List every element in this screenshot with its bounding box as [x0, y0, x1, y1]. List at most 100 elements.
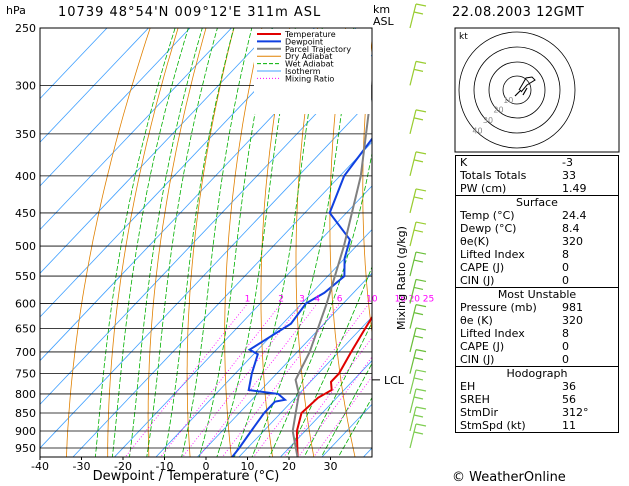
- index-value: -3: [562, 156, 573, 169]
- y-tick-label: 700: [15, 346, 36, 359]
- index-row: θe(K) 320: [456, 235, 619, 248]
- x-tick-label: 10: [241, 460, 255, 473]
- isotherm-line: [40, 97, 372, 449]
- temperature-line: [295, 315, 372, 457]
- asl-label: ASL: [373, 15, 394, 28]
- y-tick-label: 350: [15, 128, 36, 141]
- wind-barb-flag: [413, 196, 424, 200]
- dry-adiabat-line: [362, 36, 372, 336]
- wind-barb-flag: [413, 357, 424, 361]
- hodograph-ring: [502, 75, 532, 105]
- isotherm-line: [155, 228, 372, 457]
- isotherm-line: [72, 141, 372, 457]
- wind-barb-flag: [415, 109, 427, 113]
- hodograph-ring: [458, 31, 576, 149]
- indices-table: K -3 Totals Totals 33 PW (cm) 1.49 Surface Temp…: [455, 155, 619, 433]
- x-tick-label: -30: [73, 460, 91, 473]
- y-tick-label: 800: [15, 388, 36, 401]
- index-label: Temp (°C): [460, 209, 515, 222]
- index-label: EH: [460, 380, 476, 393]
- wind-barb-flag: [413, 335, 424, 339]
- index-label: StmSpd (kt): [460, 419, 526, 432]
- index-label: PW (cm): [460, 182, 507, 195]
- wet-adiabat-line: [129, 28, 203, 457]
- hodograph-ring: [488, 61, 546, 119]
- y-tick-label: 250: [15, 22, 36, 35]
- index-row: Pressure (mb) 981: [456, 301, 619, 314]
- isotherm-line: [113, 185, 372, 457]
- height-axis-unit: km ASL: [373, 4, 394, 28]
- y-tick-label: 450: [15, 207, 36, 220]
- wind-barb-flag: [413, 159, 424, 163]
- wind-barb-flag: [413, 286, 424, 291]
- wet-adiabat-line: [286, 265, 372, 457]
- hodograph-frame: [454, 27, 620, 153]
- wind-barb-flag: [415, 304, 427, 308]
- index-label: Lifted Index: [460, 327, 525, 340]
- storm-motion-arrow: [514, 87, 528, 97]
- index-value: 8.4: [562, 222, 580, 235]
- wind-barb: [409, 327, 417, 353]
- index-row: Totals Totals 33: [456, 169, 619, 182]
- index-value: 8: [562, 327, 569, 340]
- mixing-ratio-line: [283, 337, 372, 457]
- index-label: Lifted Index: [460, 248, 525, 261]
- hodograph-ring-label: 10: [503, 96, 513, 105]
- wind-barb: [409, 109, 417, 135]
- wind-barb: [409, 61, 417, 86]
- wet-adiabat-line: [303, 321, 372, 457]
- index-row: StmDir 312°: [456, 406, 619, 419]
- mixing-ratio-label: 3: [299, 294, 305, 304]
- index-row: StmSpd (kt) 11: [456, 419, 619, 433]
- isotherm-line: [279, 360, 372, 457]
- x-tick-label: 30: [324, 460, 338, 473]
- index-value: 56: [562, 393, 576, 406]
- wind-barb-flag: [415, 327, 427, 331]
- index-label: θe(K): [460, 235, 490, 248]
- dry-adiabat-line: [107, 28, 179, 457]
- wind-barb-flag: [415, 388, 427, 392]
- y-tick-label: 900: [15, 425, 36, 438]
- hodograph-ring: [473, 46, 561, 134]
- legend-entry: Parcel Trajectory: [285, 45, 351, 54]
- wet-adiabat-line: [198, 28, 273, 457]
- index-label: StmDir: [460, 406, 499, 419]
- lcl-label: LCL: [384, 374, 405, 387]
- station-header: 10739 48°54'N 009°12'E 311m ASL: [58, 5, 322, 20]
- x-tick-label: -20: [114, 460, 132, 473]
- wind-barb-flag: [415, 3, 427, 7]
- wind-barb-flag: [415, 188, 427, 192]
- wind-barb: [409, 151, 417, 177]
- wind-barb: [409, 188, 417, 214]
- isotherm-line: [40, 28, 191, 187]
- copyright: © WeatherOnline: [452, 470, 566, 485]
- index-row: Lifted Index 8: [456, 327, 619, 340]
- dry-adiabat-line: [620, 0, 629, 480]
- wind-barb: [409, 406, 417, 432]
- isotherm-line: [40, 28, 150, 143]
- index-value: 11: [562, 419, 576, 432]
- mixing-ratio-label: 20: [409, 294, 421, 304]
- y-tick-label: 850: [15, 407, 36, 420]
- wind-barb: [409, 3, 417, 29]
- mixing-ratio-label: 4: [314, 294, 320, 304]
- x-tick-label: 20: [282, 460, 296, 473]
- index-value: 8: [562, 248, 569, 261]
- mixing-ratio-label: 2: [278, 294, 284, 304]
- mixing-ratio-label: 1: [245, 294, 251, 304]
- wet-adiabat-line: [163, 28, 235, 457]
- hodograph-ring-label: 40: [472, 127, 482, 136]
- mixing-ratio-label: 10: [366, 294, 378, 304]
- index-row: CIN (J) 0: [456, 274, 619, 288]
- parcel-trajectory-line: [291, 74, 372, 457]
- hodograph-ring-label: 20: [493, 106, 503, 115]
- y-tick-label: 950: [15, 442, 36, 455]
- wind-barb-flag: [415, 423, 427, 427]
- wind-barb-flag: [413, 312, 424, 316]
- index-row: CAPE (J) 0: [456, 340, 619, 353]
- wind-barb-flag: [415, 221, 427, 225]
- legend-entry: Dewpoint: [285, 37, 323, 46]
- dry-adiabat-line: [224, 28, 263, 457]
- dry-adiabat-line: [147, 28, 207, 457]
